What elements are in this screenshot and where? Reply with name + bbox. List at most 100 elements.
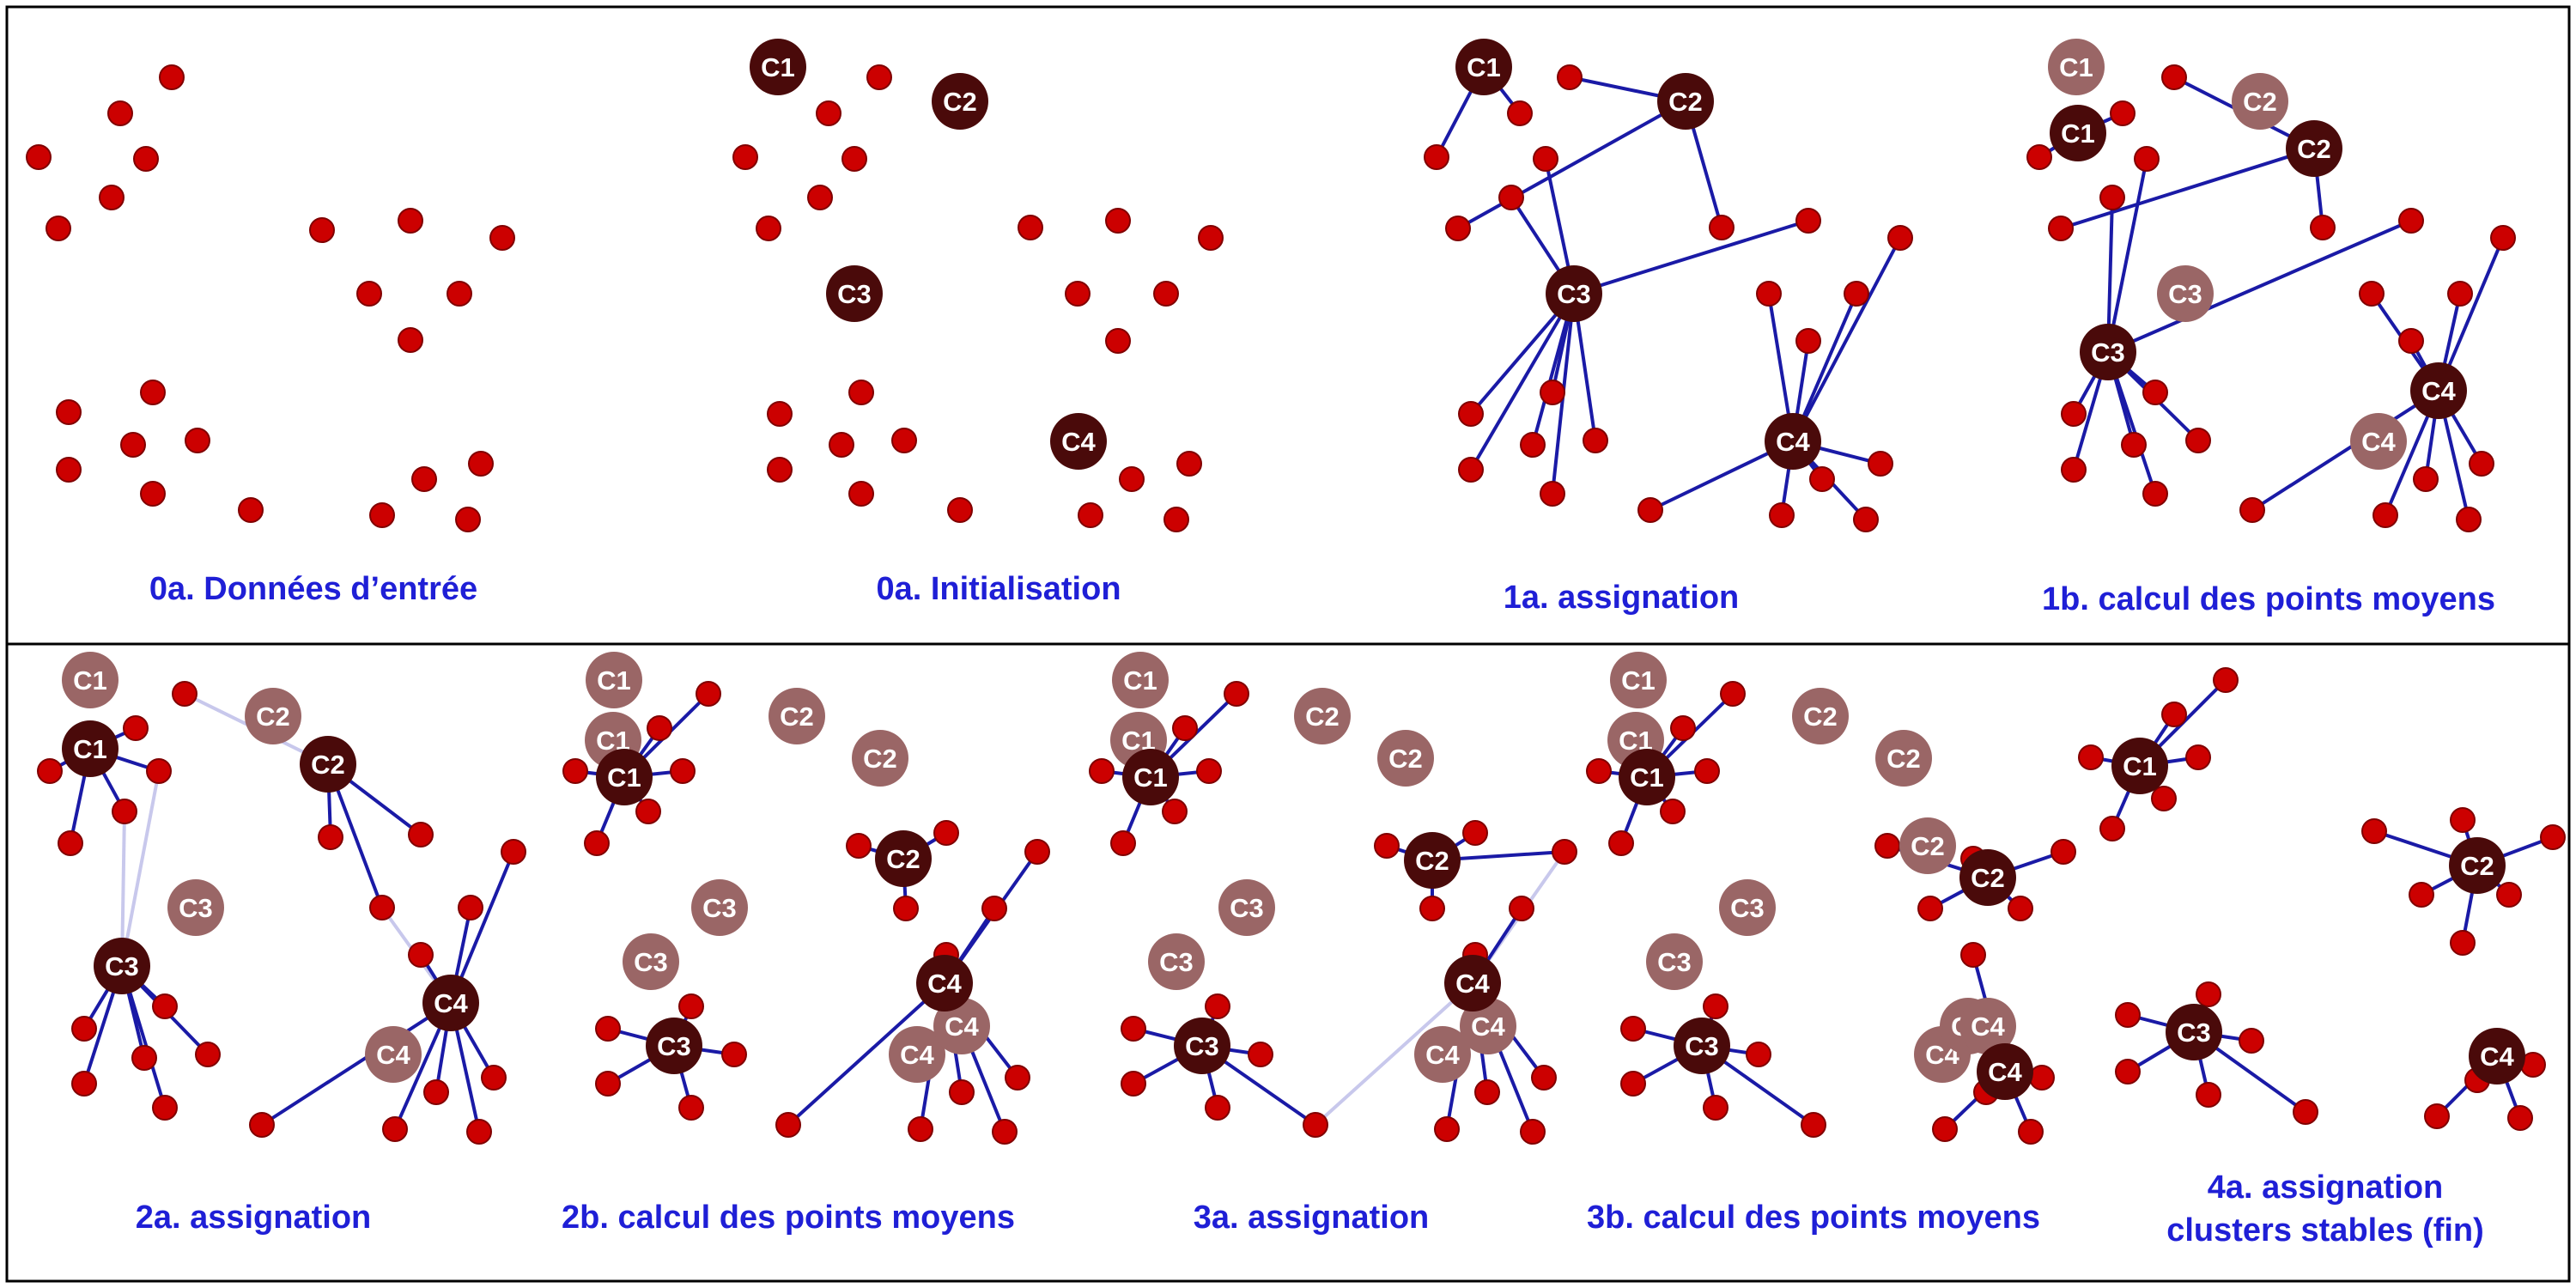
data-point: [1445, 216, 1471, 241]
data-point: [2359, 281, 2385, 307]
centroid-label: C3: [2091, 337, 2125, 368]
previous-centroid: C1: [62, 652, 118, 708]
data-point: [1205, 1095, 1230, 1121]
data-point: [1531, 1065, 1557, 1091]
panel: C1 C2 C3 C4 C1 C2 C3 C4 2a. assignation: [37, 652, 526, 1236]
centroid: C4: [1050, 413, 1107, 470]
data-point: [2213, 667, 2239, 693]
centroid-disc: [2050, 105, 2106, 161]
previous-centroid-disc: [1959, 998, 2016, 1054]
data-point: [356, 281, 382, 307]
centroid-label: C1: [73, 734, 107, 764]
previous-centroid: C1: [1112, 652, 1169, 708]
centroid-label: C1: [1621, 665, 1656, 696]
data-point: [107, 100, 133, 126]
data-point: [2151, 786, 2177, 811]
centroid-label: C2: [2243, 87, 2277, 117]
data-point: [56, 399, 82, 425]
data-point: [369, 502, 395, 528]
previous-centroid: C4: [1460, 998, 1516, 1054]
data-point: [1868, 451, 1893, 477]
data-point: [1520, 1119, 1546, 1145]
panel: C1 C2 C3 C4 4a. assignation clusters stable…: [2078, 667, 2566, 1249]
centroid-label: C1: [1123, 665, 1157, 696]
data-point: [481, 1065, 507, 1091]
panel: C1 C2 C3 C4 1a. assignation: [1424, 39, 1913, 616]
data-point: [1458, 401, 1484, 427]
panel-caption: 1a. assignation: [1504, 580, 1740, 616]
data-point: [140, 380, 166, 405]
centroid: C2: [1959, 849, 2016, 906]
centroid-disc: [916, 955, 973, 1012]
centroid: C1: [1619, 749, 1675, 805]
data-point: [71, 1016, 97, 1042]
previous-centroid: C4: [2350, 413, 2407, 470]
previous-centroid-disc: [1460, 998, 1516, 1054]
assignment-link: [260, 1001, 453, 1127]
data-point: [408, 942, 434, 968]
data-point: [947, 497, 973, 523]
centroid-label: C2: [1911, 831, 1945, 861]
centroid-label: C1: [1630, 762, 1664, 793]
previous-centroid-disc: [1792, 688, 1849, 744]
data-point: [159, 64, 185, 90]
centroid-disc: [62, 720, 118, 777]
centroid-label: C4: [434, 988, 468, 1018]
data-point: [1557, 64, 1583, 90]
data-point: [1608, 830, 1634, 856]
data-point: [1509, 896, 1534, 921]
data-point: [841, 146, 867, 172]
previous-centroid-disc: [933, 998, 990, 1054]
centroid: C4: [2469, 1028, 2525, 1084]
centroid-label: C1: [2061, 118, 2095, 149]
data-point: [1424, 144, 1449, 170]
centroid-disc: [1404, 832, 1461, 889]
data-point: [152, 1095, 178, 1121]
data-point: [1540, 481, 1565, 507]
data-point: [411, 466, 437, 492]
centroid-disc: [1455, 39, 1512, 95]
centroid-label: C2: [780, 702, 814, 732]
centroid-label: C3: [1730, 893, 1765, 923]
data-point: [807, 185, 833, 210]
assignment-link: [2107, 219, 2412, 354]
centroid-label: C4: [2480, 1042, 2514, 1072]
previous-centroid: C2: [852, 730, 908, 787]
previous-centroid: C3: [1646, 933, 1703, 990]
data-point: [891, 428, 917, 453]
previous-centroid-disc: [1148, 933, 1205, 990]
panel-caption: 0a. Initialisation: [876, 571, 1121, 607]
data-point: [1660, 799, 1686, 824]
data-point: [1434, 1116, 1460, 1142]
centroid-label: C1: [597, 665, 631, 696]
data-point: [2507, 1105, 2533, 1131]
previous-centroid: C3: [1719, 879, 1776, 936]
previous-centroid-disc: [2232, 73, 2288, 130]
data-point: [1162, 799, 1188, 824]
previous-centroid: C2: [245, 688, 301, 744]
centroid: C3: [646, 1018, 702, 1074]
data-point: [1176, 451, 1202, 477]
data-point: [2061, 401, 2087, 427]
centroid-label: C3: [1185, 1031, 1219, 1061]
data-point: [398, 208, 423, 234]
centroid-label: C1: [73, 665, 107, 696]
centroid-disc: [1674, 1018, 1730, 1074]
previous-centroid-disc: [889, 1026, 945, 1083]
data-point: [195, 1042, 221, 1067]
centroid-label: C2: [886, 844, 920, 874]
data-point: [1458, 457, 1484, 483]
previous-centroid-disc: [691, 879, 748, 936]
previous-centroid-disc: [2350, 413, 2407, 470]
centroid-label: C2: [256, 702, 290, 732]
previous-centroid: C3: [691, 879, 748, 936]
centroid-label: C3: [105, 951, 139, 981]
centroid-disc: [1546, 265, 1602, 322]
data-point: [1110, 830, 1136, 856]
data-point: [1583, 428, 1608, 453]
centroid-disc: [422, 975, 479, 1031]
data-point: [595, 1016, 621, 1042]
centroid: C4: [422, 975, 479, 1031]
centroid-label: C2: [2297, 134, 2331, 164]
data-point: [2239, 1028, 2264, 1054]
